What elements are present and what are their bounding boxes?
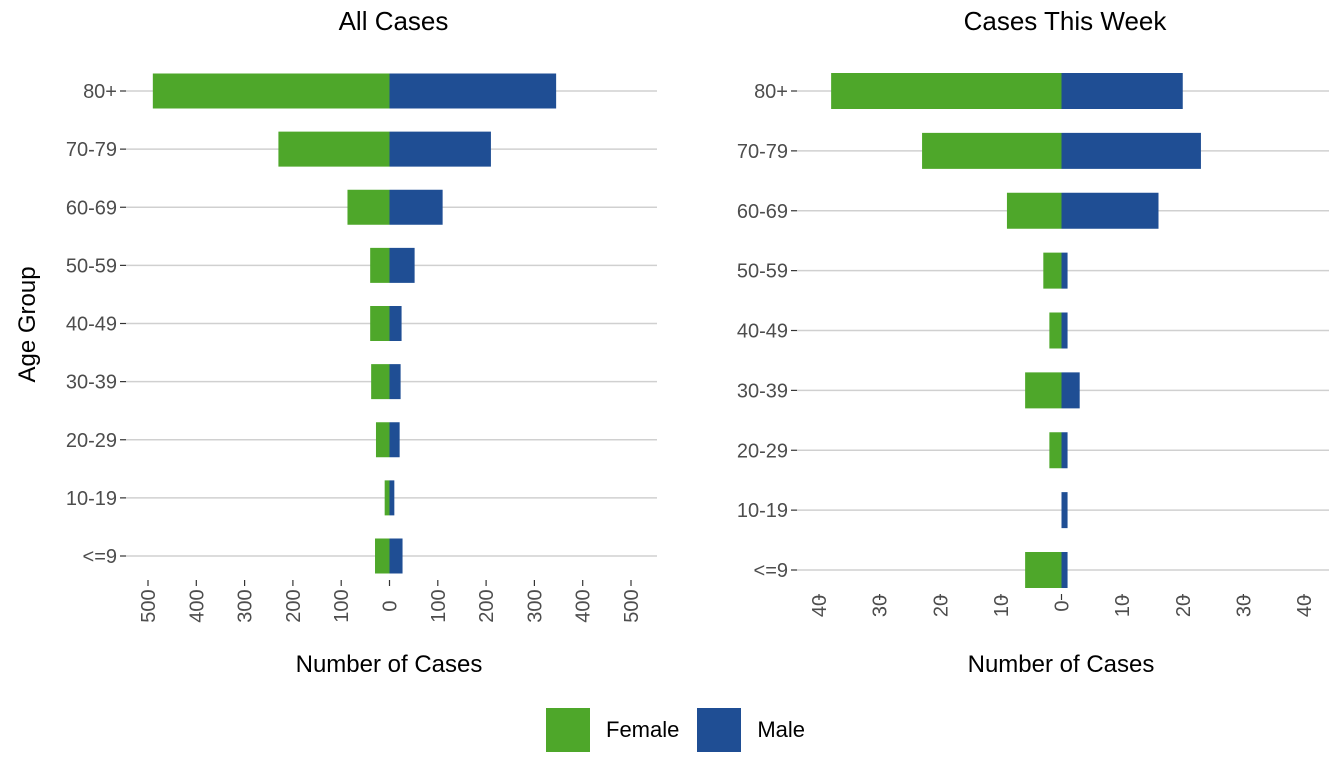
panel-2-bar-female xyxy=(1049,432,1062,469)
panel-2-y-tick-label: 50-59 xyxy=(737,261,788,283)
panel-1-bar-male xyxy=(389,189,443,225)
panel-2-title: Cases This Week xyxy=(964,6,1168,36)
panel-2-bar-female xyxy=(1049,312,1062,349)
panel-2-bar-female xyxy=(1043,252,1062,289)
panel-1-y-tick-label: 20-29 xyxy=(66,430,117,452)
panel-1-bar-female xyxy=(384,480,390,516)
panel-1-x-axis-label: Number of Cases xyxy=(296,651,483,678)
panel-1-x-tick-label: 500 xyxy=(138,589,160,622)
panel-2-bar-female xyxy=(1025,552,1062,588)
panel-1-y-tick-label: <=9 xyxy=(83,546,117,568)
panel-1-bar-female xyxy=(375,422,390,458)
panel-1-bar-female xyxy=(370,306,390,341)
panel-2-y-tick-label: 10-19 xyxy=(737,500,788,522)
panel-2-x-tick-label: 30 xyxy=(1233,595,1255,617)
panel-1-x-tick-label: 100 xyxy=(428,589,450,622)
panel-2-x-tick-label: 20 xyxy=(1173,595,1195,617)
panel-1-x-tick-label: 100 xyxy=(331,589,353,622)
panel-1-bar-female xyxy=(278,131,390,167)
panel-1-bar-female xyxy=(371,364,390,400)
panel-2-y-tick-label: 40-49 xyxy=(737,321,788,343)
legend-label-male: Male xyxy=(757,717,806,742)
panel-2-x-tick-label: 10 xyxy=(1112,595,1134,617)
panel-1-x-tick-label: 400 xyxy=(573,589,595,622)
panel-1-bar-male xyxy=(389,480,395,516)
panel-2-bar-male xyxy=(1061,132,1201,169)
panel-1-bar-male xyxy=(389,247,415,283)
panel-2-y-tick-label: 30-39 xyxy=(737,380,788,402)
panel-2-bar-male xyxy=(1061,192,1159,229)
panel-1-y-tick-label: 10-19 xyxy=(66,488,117,510)
panel-1-y-tick-label: 70-79 xyxy=(66,139,117,161)
panel-1-x-tick-label: 200 xyxy=(476,589,498,622)
panel-1-bar-male xyxy=(389,73,557,109)
panel-1-x-tick-label: 500 xyxy=(621,589,643,622)
panel-1-x-tick-label: 200 xyxy=(283,589,305,622)
panel-2-x-tick-label: 0 xyxy=(1052,600,1074,611)
panel-1-bar-female xyxy=(347,189,390,225)
panel-2-bar-male xyxy=(1061,492,1068,529)
panel-2-x-axis-label: Number of Cases xyxy=(968,651,1155,678)
panel-2-y-tick-label: 20-29 xyxy=(737,440,788,462)
panel-1-x-tick-label: 400 xyxy=(186,589,208,622)
panel-1-x-tick-label: 300 xyxy=(235,589,257,622)
panel-2-bar-female xyxy=(1025,372,1062,409)
panel-1-y-tick-label: 30-39 xyxy=(66,372,117,394)
panel-2-bar-male xyxy=(1061,432,1068,469)
panel-1-y-tick-label: 50-59 xyxy=(66,255,117,277)
panel-2-x-tick-label: 20 xyxy=(930,595,952,617)
panel-1-y-tick-label: 80+ xyxy=(83,81,117,103)
legend-item-male: Male xyxy=(697,708,805,752)
panel-2-bar-male xyxy=(1061,312,1068,349)
panel-1-y-tick-label: 40-49 xyxy=(66,314,117,336)
legend-label-female: Female xyxy=(606,717,680,742)
panel-1-x-tick-label: 0 xyxy=(380,600,402,611)
panel-2-y-tick-label: 70-79 xyxy=(737,141,788,163)
panel-2-x-tick-label: 30 xyxy=(870,595,892,617)
panel-1-bar-male xyxy=(389,306,402,341)
panel-1-bar-female xyxy=(152,73,390,109)
panel-2-bar-male xyxy=(1061,252,1068,289)
panel-2-y-tick-label: 60-69 xyxy=(737,201,788,223)
panel-2-x-tick-label: 40 xyxy=(809,595,831,617)
panel-1-bar-male xyxy=(389,538,403,574)
panel-2-y-tick-label: 80+ xyxy=(754,81,788,103)
panel-2-x-tick-label: 40 xyxy=(1294,595,1316,617)
panel-1-bar-male xyxy=(389,364,401,400)
panel-1-y-axis-label: Age Group xyxy=(14,266,41,382)
panel-1-y-tick-label: 60-69 xyxy=(66,197,117,219)
panel-1-bar-female xyxy=(370,247,390,283)
legend-item-female: Female xyxy=(546,708,679,752)
legend: Female Male xyxy=(546,708,823,752)
panel-1-x-tick-label: 300 xyxy=(524,589,546,622)
legend-swatch-female xyxy=(546,708,590,752)
panel-1-title: All Cases xyxy=(339,6,449,36)
panel-1-bar-female xyxy=(375,538,390,574)
panel-2-bar-male xyxy=(1061,372,1080,409)
panel-2-bar-male xyxy=(1061,73,1183,109)
panel-1-bar-male xyxy=(389,422,400,458)
panel-2-bar-female xyxy=(922,132,1062,169)
panel-2-bar-male xyxy=(1061,552,1068,588)
panel-1-bar-male xyxy=(389,131,491,167)
panel-2-y-tick-label: <=9 xyxy=(754,560,788,582)
panel-2-x-tick-label: 10 xyxy=(991,595,1013,617)
legend-swatch-male xyxy=(697,708,742,752)
panel-2-bar-female xyxy=(831,73,1062,109)
panel-2-bar-female xyxy=(1006,192,1062,229)
